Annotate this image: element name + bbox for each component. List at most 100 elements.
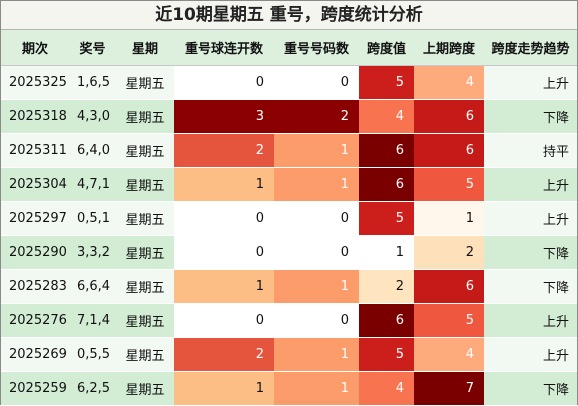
- cell-repeat-count[interactable]: 0: [274, 235, 359, 270]
- cell-span-trend[interactable]: 上升: [484, 337, 577, 372]
- table-row[interactable]: 2025318 4,3,0 星期五 3 2 4 6 下降: [1, 99, 577, 134]
- cell-span-trend[interactable]: 上升: [484, 201, 577, 236]
- cell-consecutive-repeats[interactable]: 1: [174, 269, 274, 304]
- header-span[interactable]: 跨度值: [359, 30, 414, 66]
- header-span-trend[interactable]: 跨度走势趋势: [484, 30, 577, 66]
- header-weekday[interactable]: 星期: [116, 30, 174, 66]
- cell-issue[interactable]: 2025283: [1, 269, 69, 304]
- header-repeat-count[interactable]: 重号号码数: [274, 30, 359, 66]
- cell-previous-span[interactable]: 4: [414, 65, 484, 100]
- cell-weekday[interactable]: 星期五: [116, 167, 174, 202]
- cell-numbers[interactable]: 0,5,5: [69, 337, 116, 372]
- cell-span[interactable]: 4: [359, 371, 414, 406]
- cell-span[interactable]: 2: [359, 269, 414, 304]
- cell-numbers[interactable]: 3,3,2: [69, 235, 116, 270]
- cell-consecutive-repeats[interactable]: 1: [174, 167, 274, 202]
- cell-previous-span[interactable]: 2: [414, 235, 484, 270]
- cell-weekday[interactable]: 星期五: [116, 65, 174, 100]
- cell-previous-span[interactable]: 5: [414, 303, 484, 338]
- cell-repeat-count[interactable]: 2: [274, 99, 359, 134]
- cell-span-trend[interactable]: 上升: [484, 303, 577, 338]
- cell-issue[interactable]: 2025318: [1, 99, 69, 134]
- cell-numbers[interactable]: 1,6,5: [69, 65, 116, 100]
- cell-span-trend[interactable]: 下降: [484, 371, 577, 406]
- header-numbers[interactable]: 奖号: [69, 30, 116, 66]
- cell-numbers[interactable]: 0,5,1: [69, 201, 116, 236]
- cell-repeat-count[interactable]: 1: [274, 269, 359, 304]
- cell-issue[interactable]: 2025304: [1, 167, 69, 202]
- cell-span-trend[interactable]: 下降: [484, 99, 577, 134]
- table-row[interactable]: 2025290 3,3,2 星期五 0 0 1 2 下降: [1, 235, 577, 270]
- cell-numbers[interactable]: 6,6,4: [69, 269, 116, 304]
- cell-numbers[interactable]: 7,1,4: [69, 303, 116, 338]
- cell-repeat-count[interactable]: 1: [274, 337, 359, 372]
- table-row[interactable]: 2025269 0,5,5 星期五 2 1 5 4 上升: [1, 337, 577, 372]
- cell-span-trend[interactable]: 上升: [484, 167, 577, 202]
- cell-weekday[interactable]: 星期五: [116, 235, 174, 270]
- cell-numbers[interactable]: 6,4,0: [69, 133, 116, 168]
- cell-span-trend[interactable]: 下降: [484, 269, 577, 304]
- header-consecutive-repeats[interactable]: 重号球连开数: [174, 30, 274, 66]
- cell-previous-span[interactable]: 4: [414, 337, 484, 372]
- table-row[interactable]: 2025325 1,6,5 星期五 0 0 5 4 上升: [1, 65, 577, 100]
- cell-consecutive-repeats[interactable]: 0: [174, 235, 274, 270]
- cell-issue[interactable]: 2025297: [1, 201, 69, 236]
- cell-span[interactable]: 5: [359, 201, 414, 236]
- cell-repeat-count[interactable]: 0: [274, 303, 359, 338]
- cell-repeat-count[interactable]: 1: [274, 167, 359, 202]
- cell-previous-span[interactable]: 6: [414, 133, 484, 168]
- cell-previous-span[interactable]: 1: [414, 201, 484, 236]
- cell-repeat-count[interactable]: 0: [274, 65, 359, 100]
- cell-repeat-count[interactable]: 1: [274, 371, 359, 406]
- cell-consecutive-repeats[interactable]: 0: [174, 65, 274, 100]
- cell-weekday[interactable]: 星期五: [116, 337, 174, 372]
- cell-previous-span[interactable]: 6: [414, 269, 484, 304]
- cell-previous-span[interactable]: 5: [414, 167, 484, 202]
- cell-consecutive-repeats[interactable]: 1: [174, 371, 274, 406]
- table-row[interactable]: 2025304 4,7,1 星期五 1 1 6 5 上升: [1, 167, 577, 202]
- cell-weekday[interactable]: 星期五: [116, 99, 174, 134]
- cell-previous-span[interactable]: 6: [414, 99, 484, 134]
- header-row: 期次 奖号 星期 重号球连开数 重号号码数 跨度值 上期跨度 跨度走势趋势: [1, 30, 577, 66]
- cell-issue[interactable]: 2025325: [1, 65, 69, 100]
- cell-span[interactable]: 6: [359, 303, 414, 338]
- cell-repeat-count[interactable]: 1: [274, 133, 359, 168]
- cell-weekday[interactable]: 星期五: [116, 371, 174, 406]
- cell-span-trend[interactable]: 上升: [484, 65, 577, 100]
- cell-consecutive-repeats[interactable]: 3: [174, 99, 274, 134]
- cell-numbers[interactable]: 4,7,1: [69, 167, 116, 202]
- cell-consecutive-repeats[interactable]: 2: [174, 133, 274, 168]
- cell-weekday[interactable]: 星期五: [116, 269, 174, 304]
- cell-issue[interactable]: 2025276: [1, 303, 69, 338]
- cell-numbers[interactable]: 4,3,0: [69, 99, 116, 134]
- cell-span[interactable]: 6: [359, 167, 414, 202]
- cell-span-trend[interactable]: 持平: [484, 133, 577, 168]
- cell-issue[interactable]: 2025311: [1, 133, 69, 168]
- cell-span[interactable]: 5: [359, 65, 414, 100]
- header-issue[interactable]: 期次: [1, 30, 69, 66]
- table-row[interactable]: 2025283 6,6,4 星期五 1 1 2 6 下降: [1, 269, 577, 304]
- cell-consecutive-repeats[interactable]: 0: [174, 303, 274, 338]
- table-row[interactable]: 2025259 6,2,5 星期五 1 1 4 7 下降: [1, 371, 577, 406]
- cell-span[interactable]: 5: [359, 337, 414, 372]
- cell-numbers[interactable]: 6,2,5: [69, 371, 116, 406]
- cell-span[interactable]: 4: [359, 99, 414, 134]
- cell-issue[interactable]: 2025259: [1, 371, 69, 406]
- cell-issue[interactable]: 2025269: [1, 337, 69, 372]
- table-row[interactable]: 2025311 6,4,0 星期五 2 1 6 6 持平: [1, 133, 577, 168]
- header-previous-span[interactable]: 上期跨度: [414, 30, 484, 66]
- cell-consecutive-repeats[interactable]: 0: [174, 201, 274, 236]
- cell-span[interactable]: 1: [359, 235, 414, 270]
- table-row[interactable]: 2025276 7,1,4 星期五 0 0 6 5 上升: [1, 303, 577, 338]
- cell-previous-span[interactable]: 7: [414, 371, 484, 406]
- table-body: 2025325 1,6,5 星期五 0 0 5 4 上升 2025318 4,3,0 星期五 3 2 4 6…: [1, 65, 577, 406]
- cell-span[interactable]: 6: [359, 133, 414, 168]
- cell-weekday[interactable]: 星期五: [116, 133, 174, 168]
- cell-repeat-count[interactable]: 0: [274, 201, 359, 236]
- cell-weekday[interactable]: 星期五: [116, 303, 174, 338]
- cell-consecutive-repeats[interactable]: 2: [174, 337, 274, 372]
- cell-issue[interactable]: 2025290: [1, 235, 69, 270]
- cell-weekday[interactable]: 星期五: [116, 201, 174, 236]
- cell-span-trend[interactable]: 下降: [484, 235, 577, 270]
- table-row[interactable]: 2025297 0,5,1 星期五 0 0 5 1 上升: [1, 201, 577, 236]
